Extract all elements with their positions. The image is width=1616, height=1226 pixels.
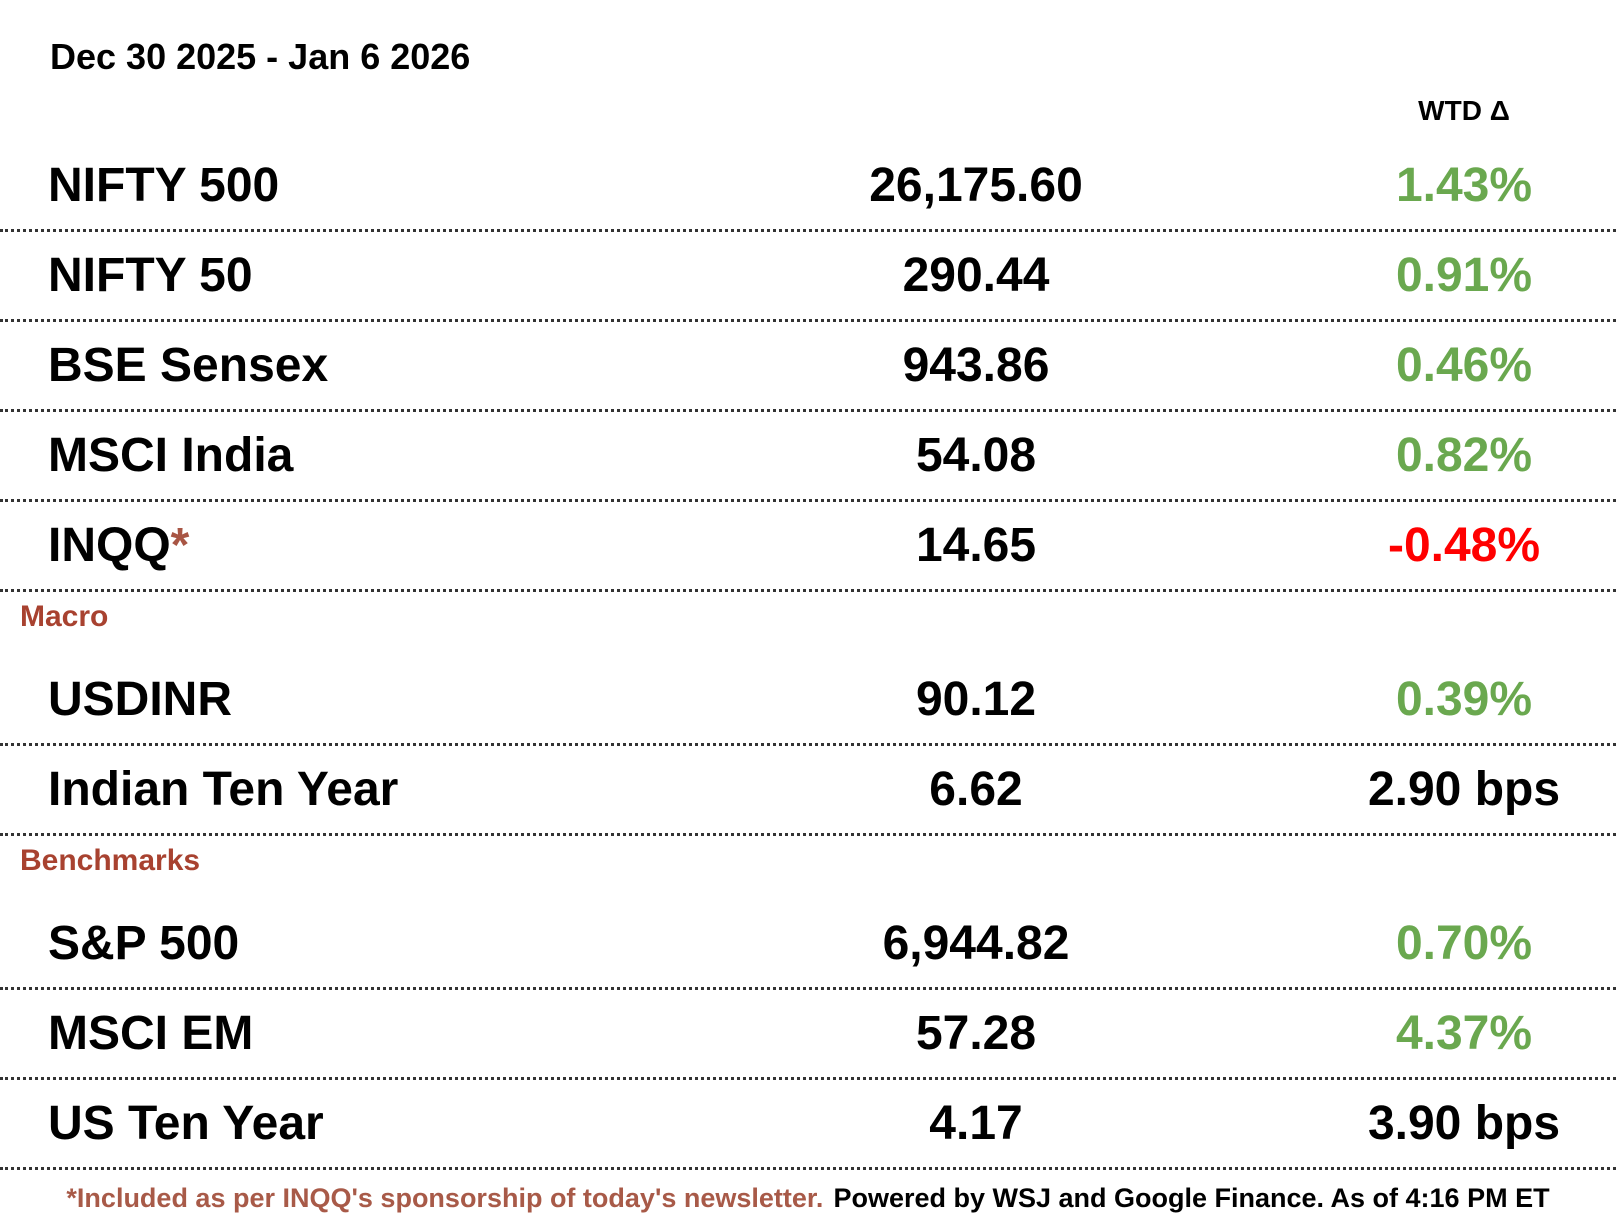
instrument-label: NIFTY 50 [48,249,253,302]
instrument-value: 57.28 [915,1007,1037,1060]
table-header-row: WTD Δ [0,80,1616,142]
table-row-indian-ten-year: Indian Ten Year 6.62 2.90 bps [0,746,1616,836]
instrument-value: 6,944.82 [882,917,1070,970]
table-row-msci-india: MSCI India 54.08 0.82% [0,412,1616,502]
section-header-macro: Macro [20,600,109,633]
instrument-value: 26,175.60 [869,159,1083,212]
table-row-usdinr: USDINR 90.12 0.39% [0,656,1616,746]
wtd-change: 0.91% [1395,249,1533,302]
table-row-inqq: INQQ* 14.65 -0.48% [0,502,1616,592]
table-row-nifty-50: NIFTY 50 290.44 0.91% [0,232,1616,322]
instrument-label: USDINR [48,673,233,726]
wtd-change: 4.37% [1395,1007,1533,1060]
wtd-change: 2.90 bps [1367,763,1561,816]
instrument-label: S&P 500 [48,917,240,970]
section-header-benchmarks: Benchmarks [20,844,201,877]
wtd-change: 1.43% [1395,159,1533,212]
wtd-change: 0.70% [1395,917,1533,970]
table-row-us-ten-year: US Ten Year 4.17 3.90 bps [0,1080,1616,1170]
instrument-label: Indian Ten Year [48,763,399,816]
instrument-value: 290.44 [902,249,1050,302]
wtd-change: 3.90 bps [1367,1097,1561,1150]
attribution-text: Powered by WSJ and Google Finance. As of… [833,1182,1550,1213]
instrument-value: 6.62 [929,763,1023,816]
instrument-label: INQQ* [48,519,190,572]
instrument-value: 4.17 [929,1097,1023,1150]
instrument-label: MSCI India [48,429,294,482]
table-row-msci-em: MSCI EM 57.28 4.37% [0,990,1616,1080]
change-column-header: WTD Δ [1418,95,1510,126]
wtd-change: -0.48% [1387,519,1541,572]
instrument-label: NIFTY 500 [48,159,280,212]
instrument-label: BSE Sensex [48,339,329,392]
wtd-change: 0.82% [1395,429,1533,482]
date-range-title: Dec 30 2025 - Jan 6 2026 [50,36,471,77]
instrument-value: 54.08 [915,429,1037,482]
table-row-bse-sensex: BSE Sensex 943.86 0.46% [0,322,1616,412]
instrument-value: 90.12 [915,673,1037,726]
instrument-label: MSCI EM [48,1007,254,1060]
instrument-value: 14.65 [915,519,1037,572]
wtd-change: 0.39% [1395,673,1533,726]
instrument-value: 943.86 [902,339,1050,392]
instrument-label: US Ten Year [48,1097,324,1150]
table-row-sp-500: S&P 500 6,944.82 0.70% [0,900,1616,990]
table-row-nifty-500: NIFTY 500 26,175.60 1.43% [0,142,1616,232]
wtd-change: 0.46% [1395,339,1533,392]
footer: *Included as per INQQ's sponsorship of t… [0,1170,1616,1226]
sponsor-asterisk: * [170,519,190,572]
sponsorship-footnote: *Included as per INQQ's sponsorship of t… [66,1182,824,1213]
